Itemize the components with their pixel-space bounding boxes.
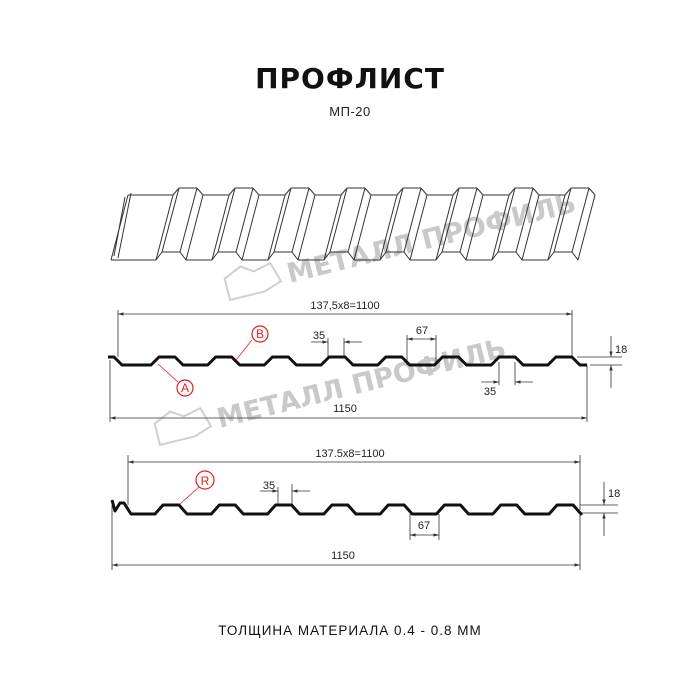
rib-bottom-label: 35 [484, 386, 496, 398]
sheet-edge [403, 251, 411, 261]
rib-top-label: 35 [313, 330, 325, 342]
watermark-logo-icon [223, 261, 283, 302]
callout-r-circle [195, 470, 215, 490]
sheet-edge [379, 194, 398, 261]
sheet-edge [476, 187, 484, 196]
sheet-edge [547, 194, 566, 261]
profile-drawing-1 [108, 310, 622, 422]
sheet-3d-illustration [110, 187, 596, 261]
sheet-edge [497, 187, 516, 253]
sheet-edge [196, 187, 204, 196]
sheet-edge [379, 251, 387, 261]
sheet-edge [508, 187, 516, 196]
watermark-text: МЕТАЛЛ ПРОФИЛЬ [214, 333, 509, 435]
sheet-edge [113, 196, 126, 257]
watermark-text: МЕТАЛЛ ПРОФИЛЬ [284, 188, 579, 290]
sheet-edge [273, 187, 292, 253]
sheet-edge [347, 187, 366, 253]
sheet-edge [291, 187, 310, 253]
callout-b-circle [251, 325, 269, 343]
sheet-edge [459, 251, 467, 261]
sheet-edge [435, 194, 454, 261]
valley-label: 67 [418, 520, 430, 532]
sheet-edge [329, 187, 348, 253]
sheet-edge [235, 187, 254, 253]
sheet-edge [172, 187, 180, 196]
sheet-edge [459, 187, 478, 253]
model-subtitle: МП-20 [329, 104, 371, 119]
sheet-edge [291, 251, 299, 261]
sheet-edge [353, 194, 372, 261]
sheet-edge [571, 251, 579, 261]
sheet-edge [347, 251, 355, 261]
callout-a-circle [176, 379, 194, 397]
sheet-edge [435, 251, 443, 261]
sheet-edge [571, 187, 590, 253]
sheet-edge [340, 187, 348, 196]
watermark-logo-icon [153, 406, 213, 447]
width-label: 1150 [331, 550, 355, 562]
width-label: 1150 [333, 403, 357, 415]
sheet-edge [155, 251, 163, 261]
sheet-edge [297, 194, 316, 261]
sheet-edge [532, 187, 540, 196]
sheet-edge [465, 194, 484, 261]
sheet-edge [185, 194, 204, 261]
sheet-edge [364, 187, 372, 196]
sheet-edge [323, 251, 331, 261]
sheet-edge [420, 187, 428, 196]
sheet-edge [441, 187, 460, 253]
sheet-edge [577, 194, 596, 261]
sheet-edge [452, 187, 460, 196]
profile-drawing-2 [110, 455, 618, 570]
callout-a: A [181, 381, 189, 395]
sheet-edge [267, 194, 286, 261]
sheet-edge [235, 251, 243, 261]
height-label: 18 [608, 488, 620, 500]
sheet-edge [491, 251, 499, 261]
sheet-edge [161, 187, 180, 253]
sheet-edge [409, 194, 428, 261]
sheet-edge [547, 251, 555, 261]
sheet-edge [396, 187, 404, 196]
sheet-edge [403, 187, 422, 253]
sheet-edge [308, 187, 316, 196]
sheet-edge [117, 192, 132, 259]
sheet-edge [211, 194, 230, 261]
sheet-edge [491, 194, 510, 261]
height-label: 18 [615, 344, 627, 356]
sheet-edge [521, 194, 540, 261]
sheet-edge [228, 187, 236, 196]
callout-b: B [256, 327, 264, 341]
pitch-label: 137.5x8=1100 [315, 448, 384, 460]
sheet-edge [179, 251, 187, 261]
material-thickness-note: ТОЛЩИНА МАТЕРИАЛА 0.4 - 0.8 ММ [218, 623, 482, 638]
sheet-edge [515, 187, 534, 253]
sheet-edge [588, 187, 596, 196]
profile-line [108, 355, 587, 367]
rib-top-label: 35 [263, 480, 275, 492]
watermark-2: МЕТАЛЛ ПРОФИЛЬ [153, 333, 509, 447]
sheet-edge [217, 187, 236, 253]
page-title: ПРОФЛИСТ [255, 62, 445, 95]
sheet-edge [385, 187, 404, 253]
sheet-edge [284, 187, 292, 196]
sheet-edge [252, 187, 260, 196]
sheet-edge [553, 187, 572, 253]
sheet-edge [241, 194, 260, 261]
valley-label: 67 [416, 325, 428, 337]
sheet-edge [179, 187, 198, 253]
profile-line [110, 499, 583, 516]
sheet-edge [323, 194, 342, 261]
callout-r: R [201, 474, 210, 488]
sheet-edge [564, 187, 572, 196]
sheet-edge [267, 251, 275, 261]
pitch-label: 137,5x8=1100 [310, 300, 379, 312]
sheet-edge [515, 251, 523, 261]
sheet-edge [155, 194, 174, 261]
sheet-edge [211, 251, 219, 261]
